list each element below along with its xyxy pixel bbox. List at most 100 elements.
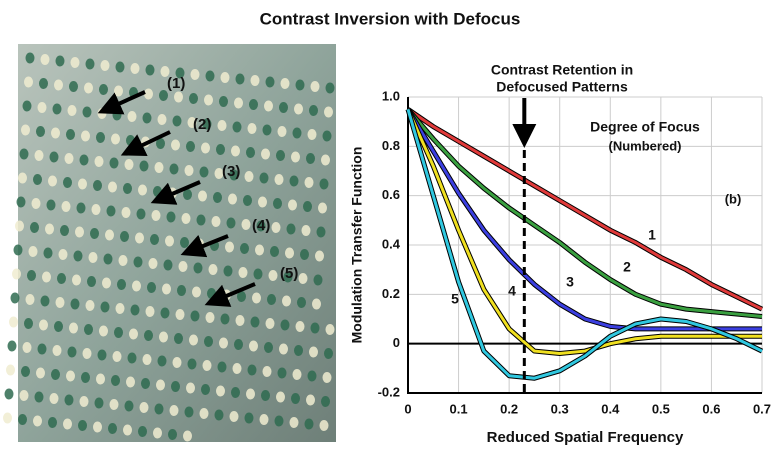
photo-dot — [77, 203, 86, 214]
photo-dot — [24, 318, 33, 329]
photo-dot — [296, 321, 305, 332]
photo-dot — [221, 314, 230, 325]
photo-dot — [126, 377, 135, 388]
photo-dot — [282, 296, 291, 307]
photo-dot — [17, 197, 26, 208]
photo-dot — [162, 284, 171, 295]
photo-dot — [294, 345, 303, 356]
chart-title: Contrast Retention in — [491, 62, 633, 78]
photo-dot — [104, 254, 113, 265]
photo-dot — [143, 113, 152, 124]
photo-dot — [267, 294, 276, 305]
photo-dot — [57, 273, 66, 284]
photo-dot — [125, 401, 134, 412]
photo-dot — [170, 405, 179, 416]
photo-dot — [117, 279, 126, 290]
photo-dot — [164, 260, 173, 271]
photo-dot — [141, 378, 150, 389]
photo-dot — [116, 62, 125, 73]
y-tick-label: -0.2 — [378, 384, 400, 399]
photo-dot — [98, 350, 107, 361]
photo-dot — [239, 267, 248, 278]
photo-dot — [201, 143, 210, 154]
photo-dot — [123, 183, 132, 194]
photo-dot — [41, 54, 50, 65]
y-axis-label: Modulation Transfer Function — [349, 147, 365, 344]
photo-dot — [90, 228, 99, 239]
photo-dot — [107, 206, 116, 217]
photo-dot — [173, 357, 182, 368]
photo-dot — [138, 185, 147, 196]
photo-dot — [54, 321, 63, 332]
photo-dot — [230, 411, 239, 422]
photo-dot — [297, 297, 306, 308]
photo-dot — [113, 110, 122, 121]
photo-dot — [135, 233, 144, 244]
photo-dot — [150, 234, 159, 245]
photo-dot — [126, 135, 135, 146]
chart-title: Defocused Patterns — [496, 79, 628, 95]
chart: Contrast Retention inDefocused Patterns -… — [349, 62, 771, 446]
photo-dot — [11, 293, 20, 304]
y-tick-label: 0.6 — [382, 187, 400, 202]
photo-dot — [308, 129, 317, 140]
photo-dot — [113, 351, 122, 362]
photo-dot — [122, 207, 131, 218]
photo-dot — [125, 159, 134, 170]
photo-dot — [42, 272, 51, 283]
photo-dot — [83, 348, 92, 359]
photo-dot — [191, 69, 200, 80]
photo-dot — [260, 414, 269, 425]
photo-dot — [170, 164, 179, 175]
photo-dot — [158, 114, 167, 125]
photo-dot — [18, 173, 27, 184]
photo-dot — [306, 153, 315, 164]
photo-dot — [314, 275, 323, 286]
photo-label: (4) — [252, 217, 270, 234]
photo-dot — [84, 324, 93, 335]
photo-dot — [65, 395, 74, 406]
photo-dot — [296, 80, 305, 91]
photo-dot — [300, 249, 309, 260]
photo-dot — [183, 431, 192, 442]
photo-dot — [231, 146, 240, 157]
photo-dot — [56, 56, 65, 67]
photo-dot — [110, 399, 119, 410]
photo-dot — [275, 416, 284, 427]
photo-dot — [278, 126, 287, 137]
photo-dot — [50, 152, 59, 163]
photo-dot — [156, 380, 165, 391]
photo-dot — [215, 410, 224, 421]
photo-dot — [131, 305, 140, 316]
photo-dot — [323, 372, 332, 383]
photo-dot — [53, 104, 62, 115]
photo-dot — [158, 356, 167, 367]
annotation: (b) — [725, 191, 742, 206]
photo-dot — [39, 320, 48, 331]
photo-dot — [134, 257, 143, 268]
photo-dot — [233, 363, 242, 374]
photo-dot — [233, 122, 242, 133]
photo-dot — [140, 161, 149, 172]
photo-dot — [299, 273, 308, 284]
photo-dot — [293, 128, 302, 139]
photo-dot — [167, 212, 176, 223]
photo-dot — [312, 299, 321, 310]
photo-dot — [83, 107, 92, 118]
photo-dot — [185, 407, 194, 418]
photo-dot — [264, 101, 273, 112]
photo-dot — [285, 248, 294, 259]
photo-dot — [191, 311, 200, 322]
photo-dot — [140, 402, 149, 413]
photo-label: (3) — [222, 163, 240, 180]
photo-dot — [216, 386, 225, 397]
photo-dot — [204, 95, 213, 106]
photo-dot — [21, 125, 30, 136]
photo-dot — [261, 390, 270, 401]
photo-dot — [146, 65, 155, 76]
photo-dot — [272, 222, 281, 233]
photo-dot — [89, 252, 98, 263]
photo-dot — [30, 222, 39, 233]
photo-dot — [263, 366, 272, 377]
photo-dot — [209, 264, 218, 275]
